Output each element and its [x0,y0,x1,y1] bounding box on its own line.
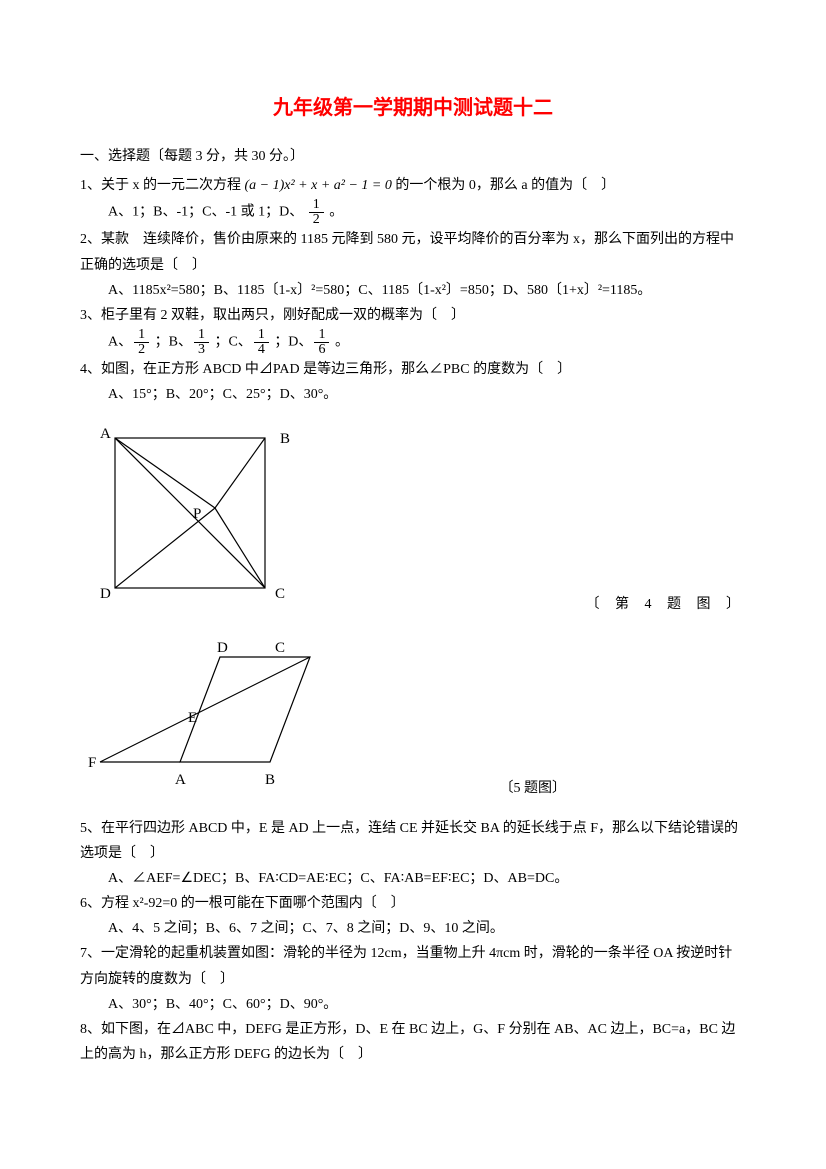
q3-stem: 3、柜子里有 2 双鞋，取出两只，刚好配成一双的概率为〔 〕 [80,303,746,328]
lbl-A: A [100,426,111,442]
q3-c: ；C、 [214,335,251,350]
lbl5-E: E [188,710,197,726]
lbl-D: D [100,586,111,602]
lbl5-C: C [275,640,285,656]
q3-opts: A、12 ；B、13 ；C、14 ；D、16 。 [80,328,746,357]
fig5-row: D C A B F E 〔5 题图〕 [80,632,746,802]
q4-stem: 4、如图，在正方形 ABCD 中⊿PAD 是等边三角形，那么∠PBC 的度数为〔… [80,357,746,382]
q1-stem-b: 的一个根为 0，那么 a 的值为〔 〕 [395,178,615,193]
q7-opts: A、30°；B、40°；C、60°；D、90°。 [80,992,746,1017]
q1-opts-text: A、1；B、-1；C、-1 或 1；D、 [108,205,303,220]
q1-formula: (a − 1)x² + x + a² − 1 = 0 [245,178,392,193]
fig4-svg: A B C D P [80,418,310,618]
fig4-row: A B C D P 〔 第 4 题 图 〕 [80,418,746,618]
q6-opts: A、4、5 之间；B、6、7 之间；C、7、8 之间；D、9、10 之间。 [80,916,746,941]
q6-stem: 6、方程 x²-92=0 的一根可能在下面哪个范围内〔 〕 [80,891,746,916]
q1-opts-end: 。 [329,205,343,220]
fig5-caption: 〔5 题图〕 [500,776,567,801]
q4-opts: A、15°；B、20°；C、25°；D、30°。 [80,382,746,407]
lbl-C: C [275,586,285,602]
fig4-caption: 〔 第 4 题 图 〕 [586,592,747,617]
q2-opts: A、1185x²=580；B、1185〔1-x〕²=580；C、1185〔1-x… [80,278,746,303]
frac-1-2b: 12 [134,328,149,357]
q1-stem: 1、关于 x 的一元二次方程 (a − 1)x² + x + a² − 1 = … [80,173,746,198]
lbl-B: B [280,431,290,447]
frac-1-3: 13 [194,328,209,357]
q2-stem: 2、某款 连续降价，售价由原来的 1185 元降到 580 元，设平均降价的百分… [80,227,746,277]
frac-1-4: 14 [254,328,269,357]
q3-b: ；B、 [155,335,192,350]
q3-a: A、 [108,335,132,350]
frac-1-6: 16 [314,328,329,357]
lbl5-B: B [265,772,275,788]
q1-stem-a: 1、关于 x 的一元二次方程 [80,178,241,193]
fig5-svg: D C A B F E [80,632,340,802]
q1-opts: A、1；B、-1；C、-1 或 1；D、 12 。 [80,198,746,227]
frac-1-2: 12 [309,198,324,227]
q5-opts: A、∠AEF=∠DEC；B、FA∶CD=AE∶EC；C、FA∶AB=EF∶EC；… [80,866,746,891]
lbl5-A: A [175,772,186,788]
section-heading: 一、选择题〔每题 3 分，共 30 分。〕 [80,144,746,169]
page-title: 九年级第一学期期中测试题十二 [80,90,746,126]
q8-stem: 8、如下图，在⊿ABC 中，DEFG 是正方形，D、E 在 BC 边上，G、F … [80,1017,746,1067]
q3-end: 。 [335,335,349,350]
lbl-P: P [193,506,201,522]
q5-stem: 5、在平行四边形 ABCD 中，E 是 AD 上一点，连结 CE 并延长交 BA… [80,816,746,866]
lbl5-F: F [88,755,96,771]
lbl5-D: D [217,640,228,656]
q3-d: ；D、 [274,335,312,350]
q7-stem: 7、一定滑轮的起重机装置如图：滑轮的半径为 12cm，当重物上升 4πcm 时，… [80,941,746,991]
